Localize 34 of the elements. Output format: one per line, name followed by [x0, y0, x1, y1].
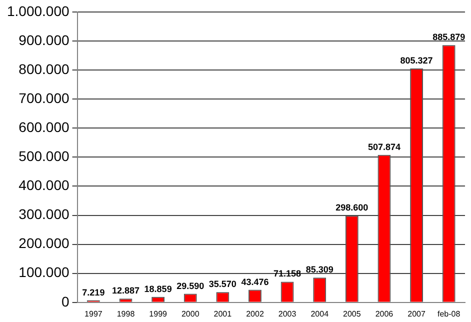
y-tick-label: 300.000 [18, 206, 70, 222]
data-label: 29.590 [176, 280, 204, 291]
y-tick-label: 200.000 [18, 235, 70, 252]
x-tick-label: feb-08 [438, 309, 461, 318]
data-label: 85.309 [306, 264, 334, 275]
x-tick-label: 2004 [310, 309, 330, 318]
data-label: 885.879 [432, 32, 466, 42]
y-tick-label: 0 [61, 293, 70, 310]
data-label: 7.219 [82, 287, 105, 298]
x-tick-label: 2005 [343, 309, 362, 318]
data-label: 507.874 [368, 142, 400, 152]
x-tick-label: 1997 [84, 309, 103, 318]
data-label: 35.570 [208, 279, 236, 290]
data-label: 43.476 [241, 276, 269, 287]
y-tick-label: 900.000 [18, 32, 70, 48]
y-tick-label: 100.000 [18, 264, 70, 280]
data-label: 18.859 [144, 284, 172, 294]
x-tick-label: 2002 [246, 309, 264, 318]
y-tick-label: 1.000.000 [6, 2, 70, 19]
y-tick-label: 700.000 [18, 90, 70, 106]
data-label: 12.887 [112, 286, 140, 296]
y-tick-label: 400.000 [18, 177, 70, 194]
x-tick-label: 2000 [181, 309, 200, 318]
y-tick-label: 500.000 [18, 148, 70, 164]
data-label: 805.327 [400, 56, 433, 66]
data-label: 298.600 [336, 202, 368, 213]
x-tick-label: 2007 [408, 309, 426, 318]
x-tick-label: 2001 [214, 309, 232, 318]
x-tick-label: 1999 [149, 309, 168, 318]
x-tick-label: 1998 [116, 309, 136, 318]
x-tick-label: 2006 [375, 309, 394, 318]
x-tick-label: 2003 [278, 309, 297, 318]
y-tick-label: 600.000 [18, 119, 70, 136]
y-tick-label: 800.000 [18, 60, 70, 77]
